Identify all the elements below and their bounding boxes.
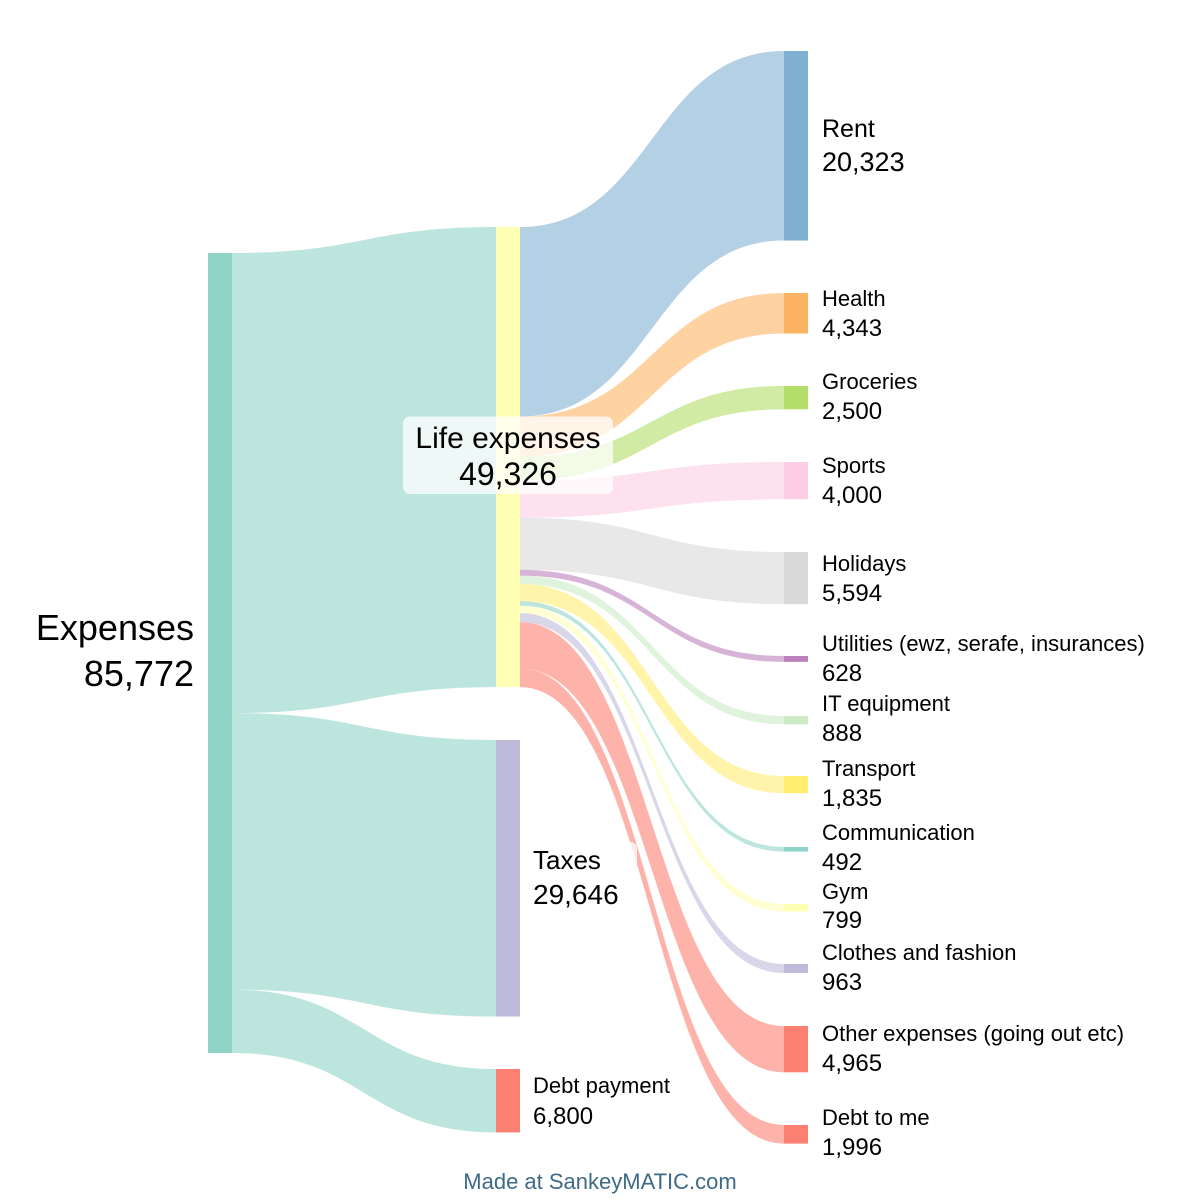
node-debtme[interactable]: [784, 1125, 808, 1144]
link-life-to-health[interactable]: [520, 293, 784, 458]
credit-text: Made at SankeyMATIC.com: [463, 1169, 736, 1194]
node-value-taxes: 29,646: [533, 879, 619, 910]
node-it[interactable]: [784, 716, 808, 725]
node-label-it: IT equipment: [822, 691, 950, 716]
link-expenses-to-life[interactable]: [232, 227, 496, 714]
node-label-expenses: Expenses: [36, 607, 194, 648]
node-value-utilities: 628: [822, 660, 862, 687]
node-expenses[interactable]: [208, 253, 232, 1053]
node-holidays[interactable]: [784, 552, 808, 605]
node-sports[interactable]: [784, 462, 808, 500]
node-value-holidays: 5,594: [822, 580, 882, 607]
link-life-to-utilities[interactable]: [520, 569, 784, 662]
node-value-gym: 799: [822, 907, 862, 934]
link-life-to-other[interactable]: [520, 622, 784, 1073]
link-life-to-rent[interactable]: [520, 51, 784, 417]
node-label-debtme: Debt to me: [822, 1105, 930, 1130]
node-value-transport: 1,835: [822, 785, 882, 812]
links-layer: [232, 51, 784, 1144]
node-label-clothes: Clothes and fashion: [822, 940, 1016, 965]
node-label-communication: Communication: [822, 820, 975, 845]
link-life-to-gym[interactable]: [520, 605, 784, 912]
node-communication[interactable]: [784, 847, 808, 852]
node-value-communication: 492: [822, 849, 862, 876]
node-taxes[interactable]: [496, 740, 520, 1017]
node-debtpay[interactable]: [496, 1069, 520, 1133]
link-expenses-to-debtpay[interactable]: [232, 989, 496, 1133]
node-rent[interactable]: [784, 51, 808, 241]
link-life-to-it[interactable]: [520, 575, 784, 725]
node-label-rent: Rent: [822, 115, 875, 143]
node-value-rent: 20,323: [822, 147, 905, 177]
node-label-other: Other expenses (going out etc): [822, 1021, 1124, 1046]
node-utilities[interactable]: [784, 656, 808, 662]
node-other[interactable]: [784, 1026, 808, 1073]
label-background-taxes: [529, 841, 637, 912]
node-label-taxes: Taxes: [533, 845, 601, 875]
node-label-gym: Gym: [822, 879, 868, 904]
node-value-sports: 4,000: [822, 482, 882, 509]
node-label-life: Life expenses: [415, 422, 600, 455]
node-value-debtpay: 6,800: [533, 1103, 593, 1130]
link-life-to-clothes[interactable]: [520, 613, 784, 973]
node-value-debtme: 1,996: [822, 1134, 882, 1161]
node-value-groceries: 2,500: [822, 398, 882, 425]
node-value-clothes: 963: [822, 969, 862, 996]
node-label-sports: Sports: [822, 453, 886, 478]
node-label-debtpay: Debt payment: [533, 1073, 670, 1098]
link-life-to-holidays[interactable]: [520, 517, 784, 605]
link-life-to-transport[interactable]: [520, 584, 784, 794]
node-label-holidays: Holidays: [822, 551, 906, 576]
link-life-to-debtme[interactable]: [520, 668, 784, 1144]
node-value-other: 4,965: [822, 1050, 882, 1077]
node-value-health: 4,343: [822, 315, 882, 342]
node-clothes[interactable]: [784, 964, 808, 973]
node-gym[interactable]: [784, 904, 808, 912]
link-life-to-communication[interactable]: [520, 601, 784, 852]
node-label-transport: Transport: [822, 756, 915, 781]
link-life-to-sports[interactable]: [520, 462, 784, 518]
label-background-life: [403, 416, 613, 494]
link-expenses-to-taxes[interactable]: [232, 713, 496, 1017]
node-transport[interactable]: [784, 776, 808, 794]
node-label-health: Health: [822, 286, 886, 311]
node-label-utilities: Utilities (ewz, serafe, insurances): [822, 631, 1145, 656]
node-value-it: 888: [822, 720, 862, 747]
node-label-groceries: Groceries: [822, 369, 917, 394]
node-value-expenses: 85,772: [84, 653, 194, 694]
node-value-life: 49,326: [459, 456, 557, 492]
node-health[interactable]: [784, 293, 808, 334]
node-groceries[interactable]: [784, 386, 808, 410]
